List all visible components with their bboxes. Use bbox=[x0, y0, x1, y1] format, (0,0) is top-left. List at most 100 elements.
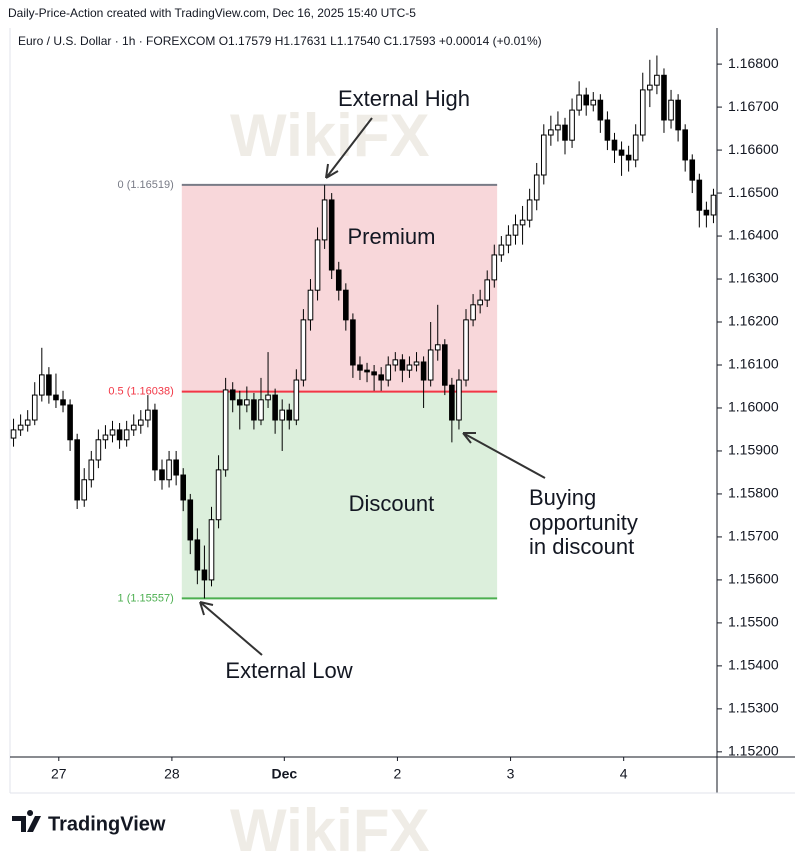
candle-body bbox=[31, 394, 38, 421]
y-tick-label: 1.16000 bbox=[728, 399, 779, 415]
candle-body bbox=[491, 254, 498, 281]
x-tick-label: Dec bbox=[271, 766, 297, 782]
candle-body bbox=[208, 519, 215, 581]
candle-body bbox=[675, 99, 681, 131]
y-tick-label: 1.16300 bbox=[728, 270, 779, 286]
candle-body bbox=[194, 539, 201, 571]
candle-body bbox=[371, 371, 377, 376]
candle-body bbox=[145, 409, 151, 421]
x-tick-label: 2 bbox=[394, 766, 402, 782]
candle-body bbox=[24, 419, 31, 426]
candle-body bbox=[272, 394, 278, 421]
candle-body bbox=[215, 469, 222, 521]
candle-body bbox=[611, 139, 618, 151]
candle-body bbox=[357, 364, 363, 371]
y-tick-label: 1.16700 bbox=[728, 98, 779, 114]
x-tick-label: 4 bbox=[620, 766, 628, 782]
y-tick-label: 1.16800 bbox=[728, 55, 779, 71]
candle-body bbox=[81, 479, 88, 501]
candle-body bbox=[639, 89, 646, 136]
candle-body bbox=[102, 434, 109, 441]
annotation: External High bbox=[338, 86, 470, 111]
fib-zone bbox=[181, 391, 498, 599]
candle-body bbox=[46, 374, 52, 396]
candle-body bbox=[703, 209, 710, 216]
symbol-line: Euro / U.S. Dollar · 1h · FOREXCOM O1.17… bbox=[18, 34, 542, 48]
candle-body bbox=[533, 174, 540, 201]
candle-body bbox=[116, 429, 123, 441]
candle-body bbox=[562, 124, 568, 141]
candle-body bbox=[364, 369, 370, 373]
candle-body bbox=[625, 154, 632, 161]
candle-body bbox=[406, 364, 413, 371]
candle-body bbox=[265, 394, 271, 401]
zone-label: Discount bbox=[349, 491, 435, 516]
candle-body bbox=[17, 424, 24, 431]
candle-body bbox=[201, 569, 208, 581]
annotation: Buying bbox=[529, 485, 596, 510]
candle-body bbox=[597, 99, 604, 121]
y-tick-label: 1.16600 bbox=[728, 141, 779, 157]
candle-body bbox=[526, 199, 533, 221]
candle-body bbox=[498, 244, 505, 256]
y-tick-label: 1.15700 bbox=[728, 528, 779, 544]
candle-body bbox=[60, 399, 66, 406]
candle-body bbox=[710, 194, 717, 216]
candle-body bbox=[477, 299, 483, 306]
brand-logo: TradingView bbox=[12, 810, 166, 835]
fib-label: 1 (1.15557) bbox=[118, 592, 174, 604]
y-tick-label: 1.15200 bbox=[728, 743, 779, 759]
candle-body bbox=[668, 99, 674, 121]
candle-body bbox=[307, 289, 314, 321]
candle-body bbox=[456, 379, 462, 421]
candle-body bbox=[632, 134, 639, 161]
candle-body bbox=[244, 399, 250, 406]
y-tick-label: 1.16500 bbox=[728, 184, 779, 200]
plot: Premium Discount 0 (1.16519) 0.5 (1.16038) 1… bbox=[10, 55, 717, 604]
annotation: opportunity bbox=[529, 510, 638, 535]
watermark: WikiFX bbox=[230, 102, 429, 169]
candle-body bbox=[343, 289, 349, 321]
candle-body bbox=[689, 159, 696, 181]
candle-body bbox=[399, 359, 406, 371]
candle-body bbox=[449, 384, 455, 421]
candle-body bbox=[335, 269, 342, 291]
candle-body bbox=[696, 179, 703, 211]
candle-body bbox=[166, 459, 172, 481]
arrow bbox=[199, 601, 263, 656]
header: Daily-Price-Action created with TradingV… bbox=[8, 6, 416, 20]
candle-body bbox=[427, 349, 434, 381]
candle-body bbox=[321, 199, 328, 241]
candle-body bbox=[682, 129, 688, 161]
candle-body bbox=[328, 199, 335, 271]
candle-body bbox=[378, 374, 384, 381]
y-tick-label: 1.16200 bbox=[728, 313, 779, 329]
candle-body bbox=[67, 404, 73, 441]
candle-body bbox=[152, 409, 158, 471]
candle-body bbox=[286, 409, 293, 421]
candle-body bbox=[540, 134, 547, 176]
candle-body bbox=[109, 429, 116, 436]
zone-label: Premium bbox=[347, 224, 435, 249]
x-tick-label: 3 bbox=[507, 766, 515, 782]
candle-body bbox=[385, 364, 392, 381]
fib-label: 0 (1.16519) bbox=[118, 179, 174, 191]
candle-body bbox=[95, 439, 102, 461]
candle-body bbox=[173, 459, 179, 476]
candle-body bbox=[293, 379, 300, 421]
candle-body bbox=[420, 361, 427, 381]
candle-body bbox=[548, 129, 554, 136]
y-tick-label: 1.15400 bbox=[728, 657, 779, 673]
candle-body bbox=[53, 394, 59, 401]
candle-body bbox=[569, 109, 575, 141]
candle-body bbox=[576, 94, 582, 111]
candle-body bbox=[279, 409, 285, 421]
candle-body bbox=[88, 459, 95, 481]
watermark: WikiFX bbox=[230, 797, 429, 854]
candle-body bbox=[413, 361, 420, 366]
candle-body bbox=[484, 279, 491, 301]
x-tick-label: 28 bbox=[164, 766, 180, 782]
y-tick-label: 1.15900 bbox=[728, 442, 779, 458]
x-tick-label: 27 bbox=[51, 766, 67, 782]
